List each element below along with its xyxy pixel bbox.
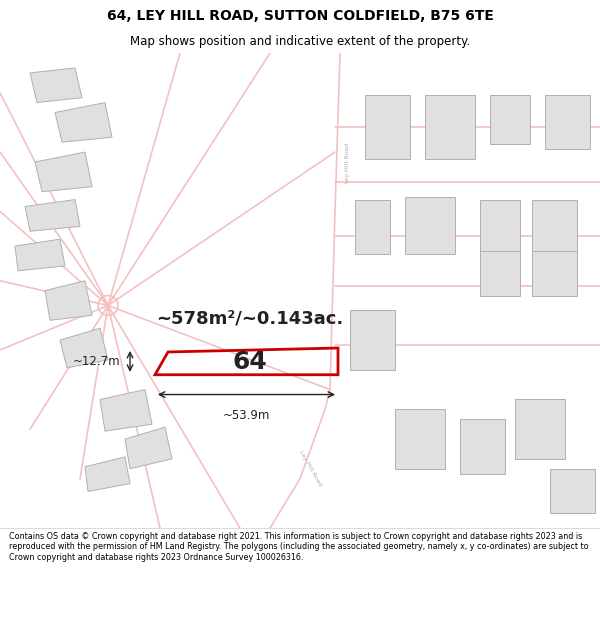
Bar (532, 199, 577, 254)
Text: Contains OS data © Crown copyright and database right 2021. This information is : Contains OS data © Crown copyright and d… (9, 532, 589, 562)
Bar (515, 399, 565, 459)
Bar (355, 199, 390, 254)
Polygon shape (15, 239, 65, 271)
Bar (532, 251, 577, 296)
Text: 64, LEY HILL ROAD, SUTTON COLDFIELD, B75 6TE: 64, LEY HILL ROAD, SUTTON COLDFIELD, B75… (107, 9, 493, 23)
Polygon shape (25, 199, 80, 231)
Text: Map shows position and indicative extent of the property.: Map shows position and indicative extent… (130, 35, 470, 48)
Bar (365, 94, 410, 159)
Bar (490, 94, 530, 144)
Polygon shape (60, 328, 108, 367)
Text: ~12.7m: ~12.7m (73, 355, 120, 368)
Bar (350, 311, 395, 370)
Polygon shape (100, 389, 152, 431)
Text: 64: 64 (232, 351, 267, 374)
Polygon shape (125, 428, 172, 469)
Bar (545, 94, 590, 149)
Polygon shape (85, 457, 130, 491)
Bar (480, 199, 520, 254)
Polygon shape (35, 152, 92, 192)
Text: Ley Hill Road: Ley Hill Road (298, 450, 322, 488)
Bar (460, 419, 505, 474)
Polygon shape (30, 68, 82, 102)
Text: ~53.9m: ~53.9m (223, 409, 270, 422)
Text: Ley-Hill-Road: Ley-Hill-Road (344, 141, 349, 182)
Bar (480, 251, 520, 296)
Polygon shape (45, 281, 92, 320)
Bar (395, 409, 445, 469)
Text: ~578m²/~0.143ac.: ~578m²/~0.143ac. (157, 309, 344, 328)
Bar (425, 94, 475, 159)
Polygon shape (55, 102, 112, 142)
Bar (550, 469, 595, 513)
Bar (405, 197, 455, 254)
